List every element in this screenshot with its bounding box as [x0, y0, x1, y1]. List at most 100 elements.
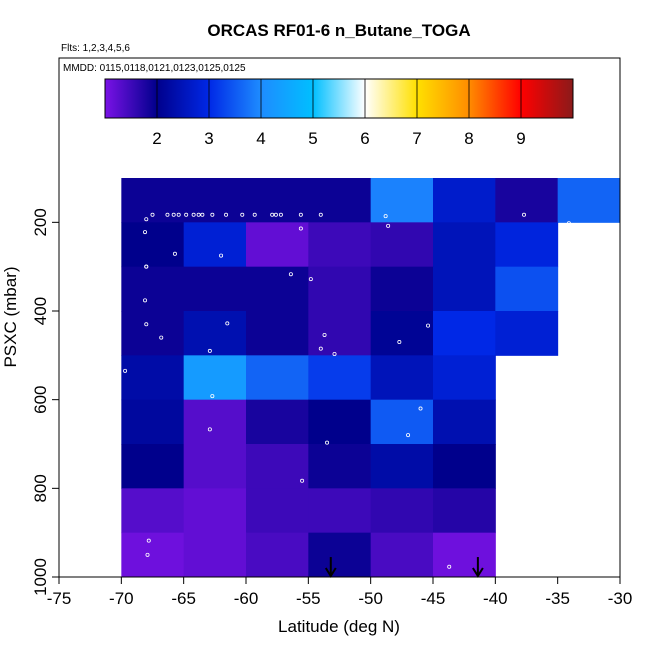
observation-points	[123, 212, 571, 569]
heatmap-cell	[308, 355, 372, 401]
data-point	[278, 212, 283, 217]
heatmap-cell	[370, 311, 434, 356]
heatmap-cell	[370, 399, 434, 445]
y-tick-label: 800	[31, 474, 50, 502]
data-point	[322, 332, 327, 337]
heatmap-cell	[433, 399, 496, 445]
x-tick-label: -30	[608, 589, 633, 608]
data-point	[308, 277, 313, 282]
data-point	[383, 214, 388, 219]
data-point	[522, 212, 527, 217]
data-point	[207, 348, 212, 353]
heatmap-cell	[246, 399, 309, 445]
data-point	[406, 433, 411, 438]
heatmap-cell	[370, 488, 434, 534]
data-point	[298, 226, 303, 231]
data-point	[397, 340, 402, 345]
heatmap-cell	[246, 488, 309, 534]
colorbar-tick-label: 8	[464, 129, 473, 148]
heatmap-cell	[308, 399, 372, 445]
data-point	[143, 298, 148, 303]
data-point	[252, 212, 257, 217]
y-tick-label: 600	[31, 385, 50, 413]
heatmap-cells	[121, 178, 621, 578]
x-tick-label: -60	[234, 589, 259, 608]
heatmap-cell	[183, 532, 247, 578]
heatmap-cell	[121, 532, 185, 578]
y-tick-label: 200	[31, 208, 50, 236]
colorbar-tick-label: 7	[412, 129, 421, 148]
data-point	[176, 212, 181, 217]
heatmap-cell	[370, 222, 434, 268]
heatmap-cell	[370, 266, 434, 312]
heatmap-cell	[433, 444, 496, 489]
heatmap-cell	[121, 311, 185, 356]
colorbar-tick-label: 5	[308, 129, 317, 148]
heatmap-cell	[183, 178, 247, 223]
data-point	[210, 212, 215, 217]
heatmap-cell	[121, 266, 185, 312]
data-point	[146, 538, 151, 543]
heatmap-cell	[121, 488, 185, 534]
data-point	[298, 212, 303, 217]
x-tick-label: -35	[545, 589, 570, 608]
data-point	[566, 221, 571, 226]
data-point	[184, 212, 189, 217]
heatmap-cell	[495, 311, 559, 356]
x-tick-label: -65	[171, 589, 196, 608]
data-point	[172, 251, 177, 256]
heatmap-cell	[246, 532, 309, 578]
chart-title: ORCAS RF01-6 n_Butane_TOGA	[207, 21, 470, 40]
data-point	[196, 212, 201, 217]
data-point	[288, 272, 293, 277]
heatmap-cell	[121, 222, 185, 268]
heatmap-cell	[246, 355, 309, 401]
plot-frame	[58, 57, 621, 578]
data-point	[144, 322, 149, 327]
colorbar-tick-label: 2	[152, 129, 161, 148]
heatmap-cell	[246, 311, 309, 356]
heatmap-cell	[183, 355, 247, 401]
heatmap-cell	[495, 222, 559, 268]
colorbar-frame	[104, 78, 574, 119]
heatmap-cell	[370, 532, 434, 578]
heatmap-cell	[433, 178, 496, 223]
arrow-markers	[324, 557, 484, 578]
heatmap-cell	[121, 355, 185, 401]
heatmap-cell	[246, 222, 309, 268]
heatmap-cell	[121, 178, 185, 223]
data-point	[165, 212, 170, 217]
data-point	[332, 352, 337, 357]
colorbar-tick-label: 3	[204, 129, 213, 148]
data-point	[418, 406, 423, 411]
heatmap-cell	[370, 178, 434, 223]
x-tick-label: -70	[109, 589, 134, 608]
data-point	[207, 427, 212, 432]
heatmap-cell	[433, 355, 496, 401]
heatmap-cell	[495, 178, 559, 223]
y-tick-label: 1000	[31, 558, 50, 596]
heatmap-cell	[246, 444, 309, 489]
arrow-marker	[324, 557, 337, 578]
flights-label: Flts: 1,2,3,4,5,6	[61, 43, 130, 54]
data-point	[447, 564, 452, 569]
colorbar-tick-label: 4	[256, 129, 265, 148]
colorbar-tick-label: 6	[360, 129, 369, 148]
data-point	[159, 335, 164, 340]
heatmap-cell	[308, 311, 372, 356]
heatmap-cell	[433, 222, 496, 268]
data-point	[210, 394, 215, 399]
colorbar: 2 3 4 5 6 7 8 9	[104, 78, 574, 148]
data-point	[143, 230, 148, 235]
heatmap-cell	[433, 311, 496, 356]
data-point	[219, 253, 224, 258]
heatmap-cell	[308, 532, 372, 578]
heatmap-cell	[308, 444, 372, 489]
heatmap-cell	[308, 178, 372, 223]
data-point	[300, 478, 305, 483]
x-tick-label: -75	[47, 589, 72, 608]
heatmap-cell	[370, 444, 434, 489]
data-point	[144, 264, 149, 269]
data-point	[225, 321, 230, 326]
